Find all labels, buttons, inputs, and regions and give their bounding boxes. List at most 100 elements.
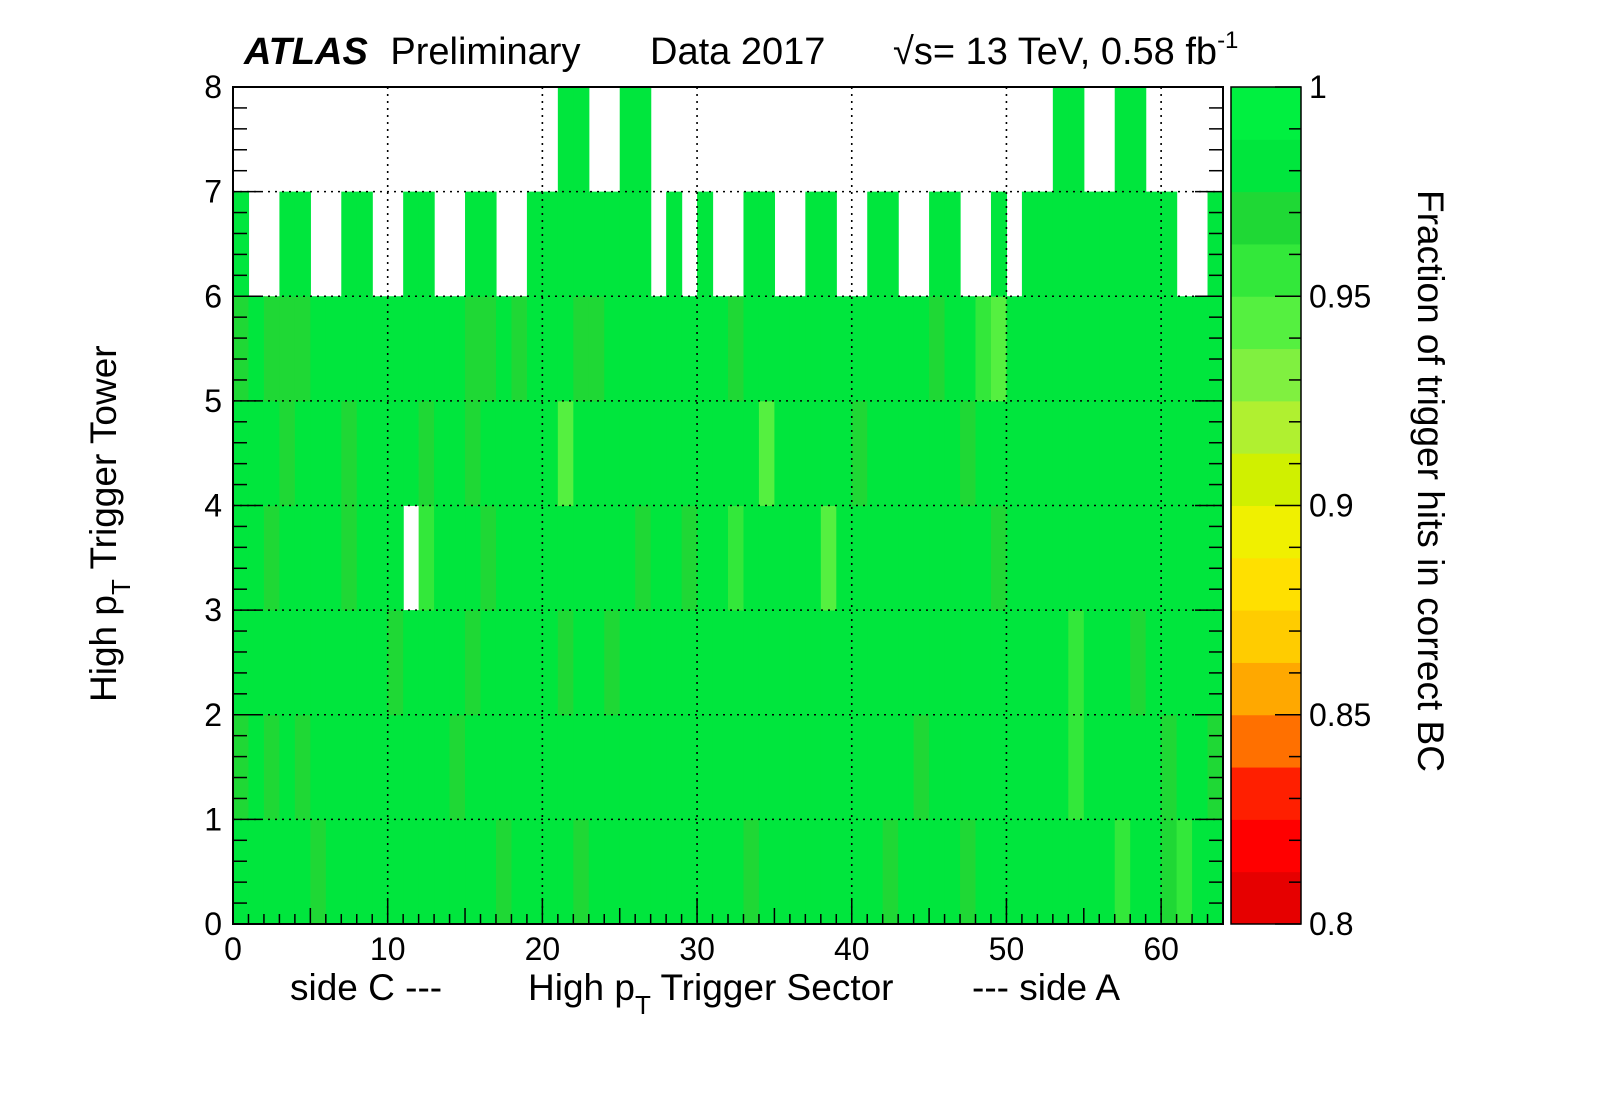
- color-scale-band: [1231, 662, 1301, 716]
- heatmap-cell: [526, 714, 543, 820]
- heatmap-cell: [789, 610, 806, 716]
- heatmap-cell: [944, 505, 961, 611]
- heatmap-cell: [929, 505, 946, 611]
- heatmap-cell: [356, 296, 373, 402]
- heatmap-cell: [619, 191, 636, 297]
- heatmap-cell: [588, 610, 605, 716]
- heatmap-cell: [1068, 505, 1085, 611]
- heatmap-cell: [1037, 191, 1054, 297]
- heatmap-cell: [1130, 505, 1147, 611]
- heatmap-cell: [526, 610, 543, 716]
- heatmap-cell: [650, 296, 667, 402]
- heatmap-cell: [836, 610, 853, 716]
- heatmap-cell: [960, 505, 977, 611]
- heatmap-cell: [233, 296, 250, 402]
- heatmap-cell: [851, 610, 868, 716]
- heatmap-cell: [294, 191, 311, 297]
- heatmap-cell: [511, 296, 528, 402]
- heatmap-cell: [1068, 819, 1085, 925]
- heatmap-cell: [867, 400, 884, 506]
- heatmap-cell: [1006, 714, 1023, 820]
- y-tick-label: 3: [204, 592, 222, 628]
- heatmap-cell: [990, 610, 1008, 716]
- heatmap-cell: [511, 505, 528, 611]
- heatmap-cell: [1130, 610, 1147, 716]
- heatmap-cell: [1083, 714, 1100, 820]
- heatmap-cell: [480, 714, 497, 820]
- heatmap-cell: [681, 714, 698, 820]
- heatmap-cell: [1006, 296, 1023, 402]
- heatmap-cell: [774, 610, 791, 716]
- heatmap-cell: [465, 296, 482, 402]
- heatmap-cell: [1145, 505, 1162, 611]
- heatmap-cell: [1021, 610, 1038, 716]
- heatmap-cell: [418, 505, 435, 611]
- heatmap-cell: [619, 819, 636, 925]
- heatmap-cell: [619, 296, 636, 402]
- heatmap-cell: [836, 296, 853, 402]
- heatmap-cell: [820, 610, 837, 716]
- heatmap-cell: [1099, 610, 1116, 716]
- heatmap-cell: [588, 819, 605, 925]
- lumi-exponent: -1: [1217, 27, 1238, 54]
- color-scale-band: [1231, 871, 1301, 925]
- heatmap-cell: [310, 296, 327, 402]
- heatmap-cell: [743, 610, 760, 716]
- y-axis-title-rest: Trigger Tower: [83, 345, 124, 579]
- heatmap-cell: [728, 400, 745, 506]
- color-scale-band: [1231, 714, 1301, 768]
- heatmap-cell: [774, 819, 791, 925]
- heatmap-cell: [867, 714, 884, 820]
- heatmap-cell: [573, 400, 590, 506]
- energy-sqrt: √s: [893, 31, 933, 73]
- heatmap-cell: [1083, 400, 1100, 506]
- heatmap-cell: [449, 296, 466, 402]
- heatmap-cell: [526, 191, 543, 297]
- z-tick-label: 1: [1309, 69, 1327, 105]
- heatmap-cell: [449, 505, 466, 611]
- heatmap-cell: [666, 191, 683, 297]
- heatmap-cell: [1052, 400, 1069, 506]
- heatmap-cell: [882, 714, 899, 820]
- heatmap-cell: [1161, 191, 1178, 297]
- heatmap-cell: [789, 714, 806, 820]
- color-scale-band: [1231, 505, 1301, 559]
- heatmap-cell: [1052, 296, 1069, 402]
- heatmap-cell: [573, 610, 590, 716]
- heatmap-cell: [310, 819, 327, 925]
- x-axis-title-main: High p: [528, 967, 635, 1008]
- color-scale-band: [1231, 243, 1301, 297]
- heatmap-cell: [851, 400, 868, 506]
- heatmap-cell: [294, 714, 311, 820]
- heatmap-cell: [1207, 714, 1224, 820]
- heatmap-cell: [774, 505, 791, 611]
- heatmap-cell: [1021, 505, 1038, 611]
- heatmap-cell: [851, 819, 868, 925]
- heatmap-cell: [898, 714, 915, 820]
- heatmap-cell: [1021, 714, 1038, 820]
- heatmap-cell: [1161, 819, 1178, 925]
- heatmap-cell: [805, 191, 822, 297]
- heatmap-cell: [758, 610, 776, 716]
- heatmap-cell: [1068, 610, 1085, 716]
- x-tick-label: 60: [1143, 931, 1179, 967]
- heatmap-cell: [990, 191, 1008, 297]
- heatmap-cell: [1114, 87, 1131, 193]
- heatmap-cell: [666, 819, 683, 925]
- heatmap-cell: [1145, 191, 1162, 297]
- heatmap-cell: [325, 714, 342, 820]
- heatmap-cell: [341, 505, 358, 611]
- heatmap-cell: [573, 819, 590, 925]
- heatmap-cell: [913, 505, 930, 611]
- heatmap-cell: [913, 296, 930, 402]
- heatmap-cell: [588, 714, 605, 820]
- heatmap-cell: [913, 819, 930, 925]
- color-scale-band: [1231, 610, 1301, 663]
- heatmap-cell: [1037, 819, 1054, 925]
- heatmap-cell: [325, 610, 342, 716]
- heatmap-cell: [557, 296, 574, 402]
- heatmap-cell: [434, 505, 451, 611]
- color-scale-band: [1231, 139, 1301, 193]
- heatmap-cell: [1083, 819, 1100, 925]
- heatmap-cell: [495, 400, 513, 506]
